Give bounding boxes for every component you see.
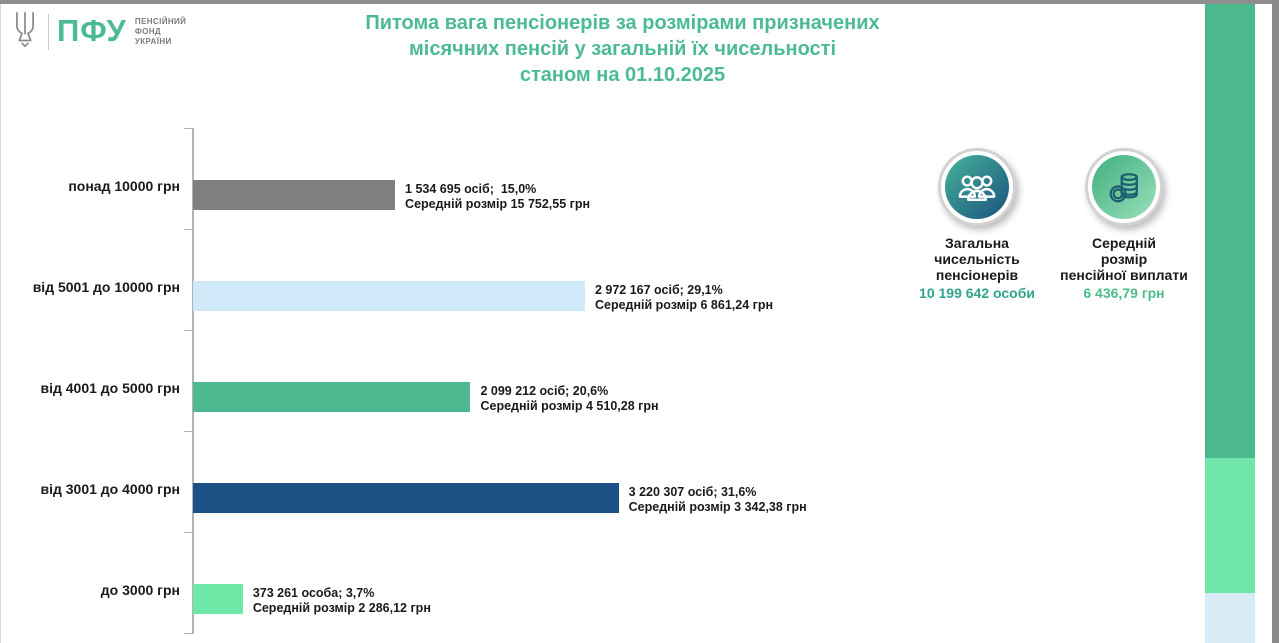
average-label: Середній розмір 6 861,24 грн: [594, 297, 774, 312]
count-label: 2 972 167 осіб; 29,1%: [594, 283, 723, 297]
bar: [193, 483, 619, 513]
logo-abbr: ПФУ: [57, 13, 127, 48]
bar: [193, 180, 396, 210]
pfu-logo: ПФУ ПЕНСІЙНИЙ ФОНД УКРАЇНИ: [10, 10, 186, 53]
bar: [193, 281, 585, 311]
bar-value-labels: 373 261 особа; 3,7% Середній розмір 2 286…: [253, 586, 431, 615]
category-label: понад 10000 грн: [68, 178, 180, 194]
stat-label: Середній розмір пенсійної виплати: [1060, 235, 1188, 283]
bar-value-labels: 3 220 307 осіб; 31,6% Середній розмір 3 3…: [629, 485, 807, 514]
bar: [193, 584, 243, 614]
logo-org-name: ПЕНСІЙНИЙ ФОНД УКРАЇНИ: [134, 17, 187, 46]
bar-row: до 3000 грн 373 261 особа; 3,7% Середній р…: [0, 582, 1200, 615]
stat-value: 6 436,79 грн: [1083, 285, 1165, 301]
stat-ring: [938, 148, 1016, 226]
count-label: 1 534 695 осіб; 15,0%: [405, 182, 537, 196]
category-label: від 4001 до 5000 грн: [40, 380, 180, 396]
average-label: Середній розмір 4 510,28 грн: [480, 398, 659, 413]
bar-row: від 3001 до 4000 грн 3 220 307 осіб; 31,6…: [0, 481, 1200, 514]
vertical-scrollbar[interactable]: [1272, 0, 1279, 643]
window-top-border: [0, 0, 1279, 4]
decorative-side-strip: [1205, 4, 1255, 643]
bar-row: від 4001 до 5000 грн 2 099 212 осіб; 20,6…: [0, 380, 1200, 413]
strip-segment-green: [1205, 458, 1255, 593]
bar-value-labels: 2 972 167 осіб; 29,1% Середній розмір 6 8…: [595, 283, 773, 312]
people-group-icon: [945, 155, 1009, 219]
stat-card-total-pensioners: Загальна чисельність пенсіонерів 10 199 …: [902, 148, 1052, 301]
axis-tick: [184, 330, 193, 331]
count-label: 2 099 212 осіб; 20,6%: [480, 384, 609, 398]
stat-value: 10 199 642 особи: [919, 285, 1035, 301]
logo-divider: [48, 13, 49, 50]
bar-value-labels: 1 534 695 осіб; 15,0% Середній розмір 15 …: [405, 182, 590, 211]
stat-card-average-pension: Середній розмір пенсійної виплати 6 436,…: [1049, 148, 1199, 301]
average-label: Середній розмір 15 752,55 грн: [405, 196, 591, 211]
page-title: Питома вага пенсіонерів за розмірами при…: [365, 12, 880, 86]
count-label: 373 261 особа; 3,7%: [252, 586, 375, 600]
stat-ring: [1085, 148, 1163, 226]
strip-segment-blue: [1205, 593, 1255, 643]
trident-icon: [10, 10, 40, 53]
category-label: до 3000 грн: [100, 582, 180, 598]
bar-row: понад 10000 грн 1 534 695 осіб; 15,0% Сере…: [0, 178, 1200, 211]
average-label: Середній розмір 3 342,38 грн: [628, 499, 807, 514]
category-label: від 3001 до 4000 грн: [40, 481, 180, 497]
strip-segment-teal: [1205, 4, 1255, 458]
stat-label: Загальна чисельність пенсіонерів: [934, 235, 1020, 283]
axis-tick: [184, 633, 193, 634]
count-label: 3 220 307 осіб; 31,6%: [628, 485, 757, 499]
chart-y-axis: [192, 128, 194, 634]
window-left-border: [0, 4, 1, 643]
axis-tick: [184, 532, 193, 533]
coins-icon: [1092, 155, 1156, 219]
axis-tick: [184, 229, 193, 230]
average-label: Середній розмір 2 286,12 грн: [252, 600, 431, 615]
axis-tick: [184, 431, 193, 432]
bar-row: від 5001 до 10000 грн 2 972 167 осіб; 29,…: [0, 279, 1200, 312]
bar-value-labels: 2 099 212 осіб; 20,6% Середній розмір 4 5…: [480, 384, 658, 413]
category-label: від 5001 до 10000 грн: [32, 279, 180, 295]
axis-tick: [184, 128, 193, 129]
bar: [193, 382, 471, 412]
